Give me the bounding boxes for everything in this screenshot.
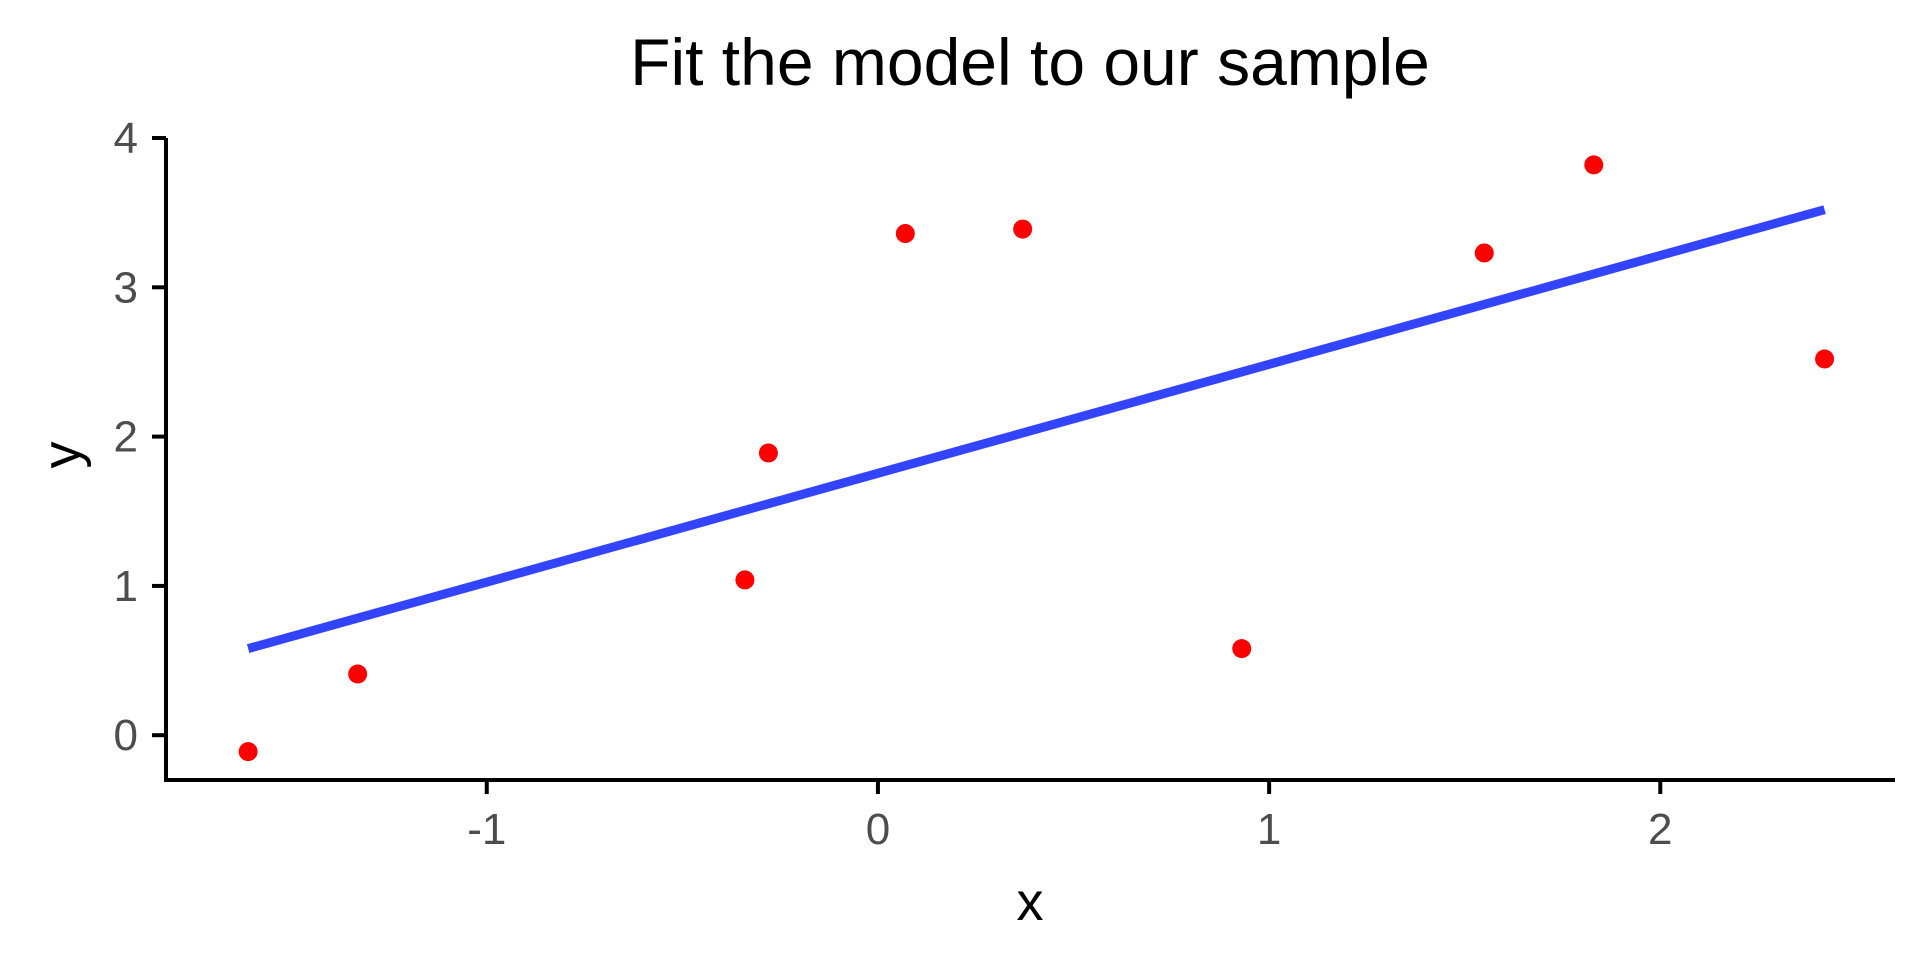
y-tick-label: 3 [114,263,138,312]
data-point [758,443,778,463]
y-axis-title: y [32,442,92,469]
y-tick-label: 2 [114,413,138,462]
x-axis-title: x [1017,872,1044,932]
data-point [348,664,368,684]
plot-marks [238,155,1835,762]
y-tick-label: 1 [114,562,138,611]
data-point [1474,243,1494,263]
fit-line [246,205,1826,653]
y-tick-label: 4 [114,114,138,163]
x-axis: -1 0 1 2 [164,778,1895,854]
y-tick-label: 0 [114,711,138,760]
x-tick-label: 2 [1648,805,1672,854]
data-point [1232,639,1252,659]
data-point [1584,155,1604,175]
chart-title: Fit the model to our sample [630,25,1430,99]
data-point [895,224,915,244]
data-point [735,570,755,590]
data-point [238,742,258,762]
y-axis: 0 1 2 3 4 [114,114,168,782]
data-point [1815,349,1835,369]
x-tick-label: -1 [467,805,506,854]
x-tick-label: 1 [1257,805,1281,854]
data-point [1013,219,1033,239]
x-tick-label: 0 [866,805,890,854]
